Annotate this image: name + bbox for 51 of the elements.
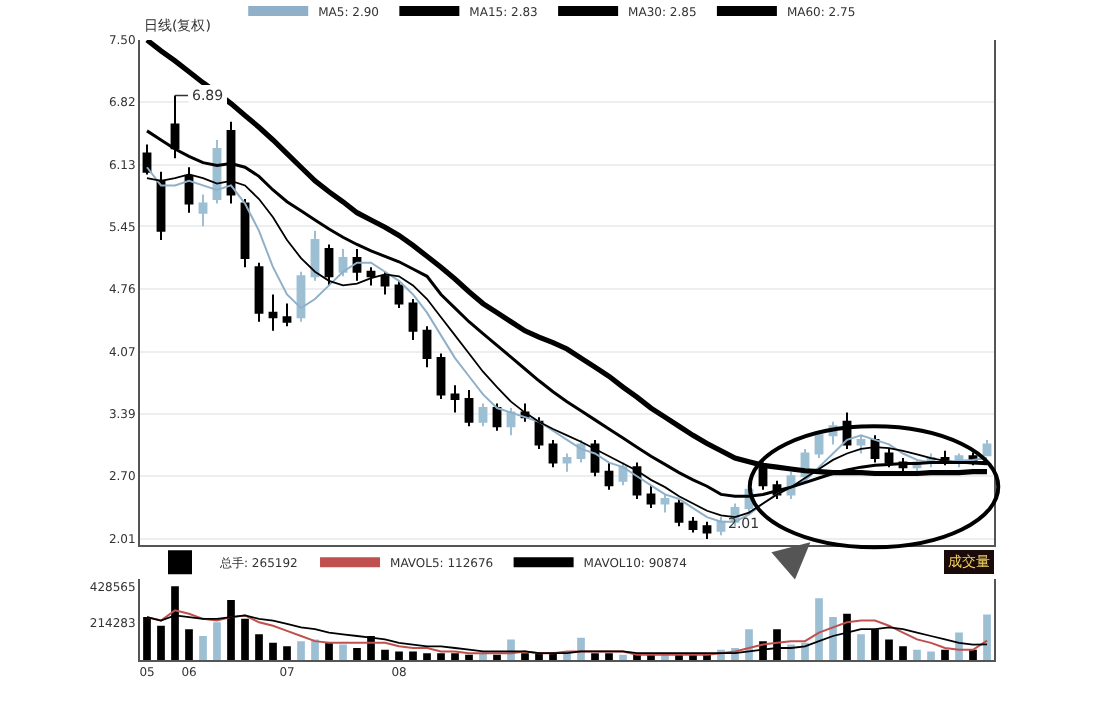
candlestick [436, 352, 446, 400]
bar [969, 649, 977, 660]
candlestick [408, 298, 418, 341]
bar [283, 646, 291, 660]
bar [983, 614, 991, 660]
candlestick [352, 248, 362, 282]
candlestick [562, 452, 572, 473]
bar [451, 653, 459, 660]
candlestick [604, 461, 614, 491]
bar [269, 642, 277, 660]
bar [927, 651, 935, 660]
bar [801, 642, 809, 660]
bar [381, 649, 389, 660]
candlestick [464, 388, 474, 428]
bar [941, 649, 949, 660]
bar [437, 653, 445, 660]
bar [899, 646, 907, 660]
bar [339, 644, 347, 660]
bar [297, 641, 305, 660]
candlestick [268, 293, 278, 332]
bar [185, 629, 193, 660]
bar [885, 639, 893, 660]
candlestick [324, 243, 334, 287]
candlestick [688, 516, 698, 534]
candlestick [450, 384, 460, 414]
bar [311, 639, 319, 660]
bar [465, 654, 473, 660]
bar [423, 653, 431, 660]
bar [815, 598, 823, 660]
bar [913, 649, 921, 660]
bar [619, 654, 627, 660]
candlestick [254, 261, 264, 323]
bar [829, 617, 837, 660]
bar [157, 625, 165, 660]
candlestick [422, 325, 432, 369]
bar [255, 634, 263, 660]
bar [395, 651, 403, 660]
bar [409, 651, 417, 660]
candlestick [198, 193, 208, 228]
candlestick [394, 279, 404, 310]
bar [325, 642, 333, 660]
bar [213, 622, 221, 660]
bar [353, 648, 361, 660]
candlestick [548, 438, 558, 469]
candlestick [660, 493, 670, 514]
candlestick [282, 302, 292, 328]
bar [857, 634, 865, 660]
bar [199, 636, 207, 660]
candlestick [702, 520, 712, 540]
candlestick [646, 484, 656, 510]
candlestick [478, 402, 488, 428]
